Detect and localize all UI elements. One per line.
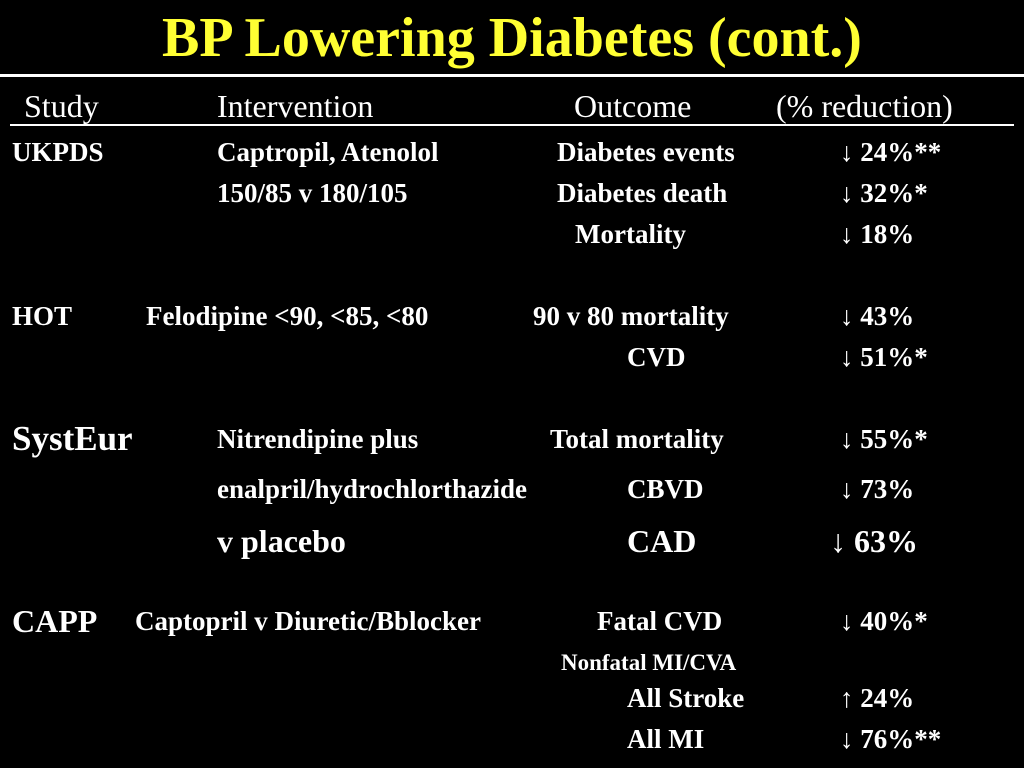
reduction-systeur-2: ↓ 73% bbox=[840, 474, 915, 504]
outcome-ukpds-2: Diabetes death bbox=[557, 178, 728, 208]
reduction-systeur-1: ↓ 55%* bbox=[840, 424, 928, 454]
outcome-capp-3: All Stroke bbox=[627, 683, 745, 713]
outcome-systeur-2: CBVD bbox=[627, 474, 704, 504]
outcome-ukpds-3: Mortality bbox=[575, 219, 686, 249]
outcome-capp-1: Fatal CVD bbox=[597, 606, 723, 636]
outcome-systeur-1: Total mortality bbox=[550, 424, 724, 454]
intervention-ukpds-1: Captropil, Atenolol bbox=[217, 137, 439, 167]
outcome-hot-2: CVD bbox=[627, 342, 686, 372]
reduction-ukpds-1: ↓ 24%** bbox=[840, 137, 942, 167]
intervention-ukpds-2: 150/85 v 180/105 bbox=[217, 178, 408, 208]
header-divider bbox=[10, 124, 1014, 126]
reduction-capp-1: ↓ 40%* bbox=[840, 606, 928, 636]
intervention-systeur-2: enalpril/hydrochlorthazide bbox=[217, 474, 528, 504]
study-hot: HOT bbox=[12, 301, 73, 331]
reduction-systeur-3: ↓ 63% bbox=[830, 523, 918, 559]
intervention-systeur-3: v placebo bbox=[217, 523, 346, 559]
outcome-capp-2: Nonfatal MI/CVA bbox=[561, 650, 737, 675]
reduction-ukpds-3: ↓ 18% bbox=[840, 219, 915, 249]
outcome-hot-1: 90 v 80 mortality bbox=[533, 301, 729, 331]
header-study: Study bbox=[24, 88, 99, 124]
header-reduction: (% reduction) bbox=[776, 88, 953, 124]
outcome-systeur-3: CAD bbox=[627, 523, 697, 559]
reduction-hot-1: ↓ 43% bbox=[840, 301, 915, 331]
title-divider bbox=[0, 74, 1024, 77]
intervention-systeur-1: Nitrendipine plus bbox=[217, 424, 419, 454]
outcome-capp-4: All MI bbox=[627, 724, 705, 754]
study-capp: CAPP bbox=[12, 603, 98, 639]
header-outcome: Outcome bbox=[574, 88, 692, 124]
reduction-hot-2: ↓ 51%* bbox=[840, 342, 928, 372]
intervention-capp: Captopril v Diuretic/Bblocker bbox=[135, 606, 481, 636]
study-systeur: SystEur bbox=[12, 419, 133, 458]
intervention-hot: Felodipine <90, <85, <80 bbox=[146, 301, 429, 331]
header-intervention: Intervention bbox=[217, 88, 374, 124]
study-ukpds: UKPDS bbox=[12, 137, 104, 167]
outcome-ukpds-1: Diabetes events bbox=[557, 137, 735, 167]
reduction-ukpds-2: ↓ 32%* bbox=[840, 178, 928, 208]
slide-title: BP Lowering Diabetes (cont.) bbox=[162, 7, 862, 69]
reduction-capp-4: ↓ 76%** bbox=[840, 724, 942, 754]
reduction-capp-3: ↑ 24% bbox=[840, 683, 915, 713]
